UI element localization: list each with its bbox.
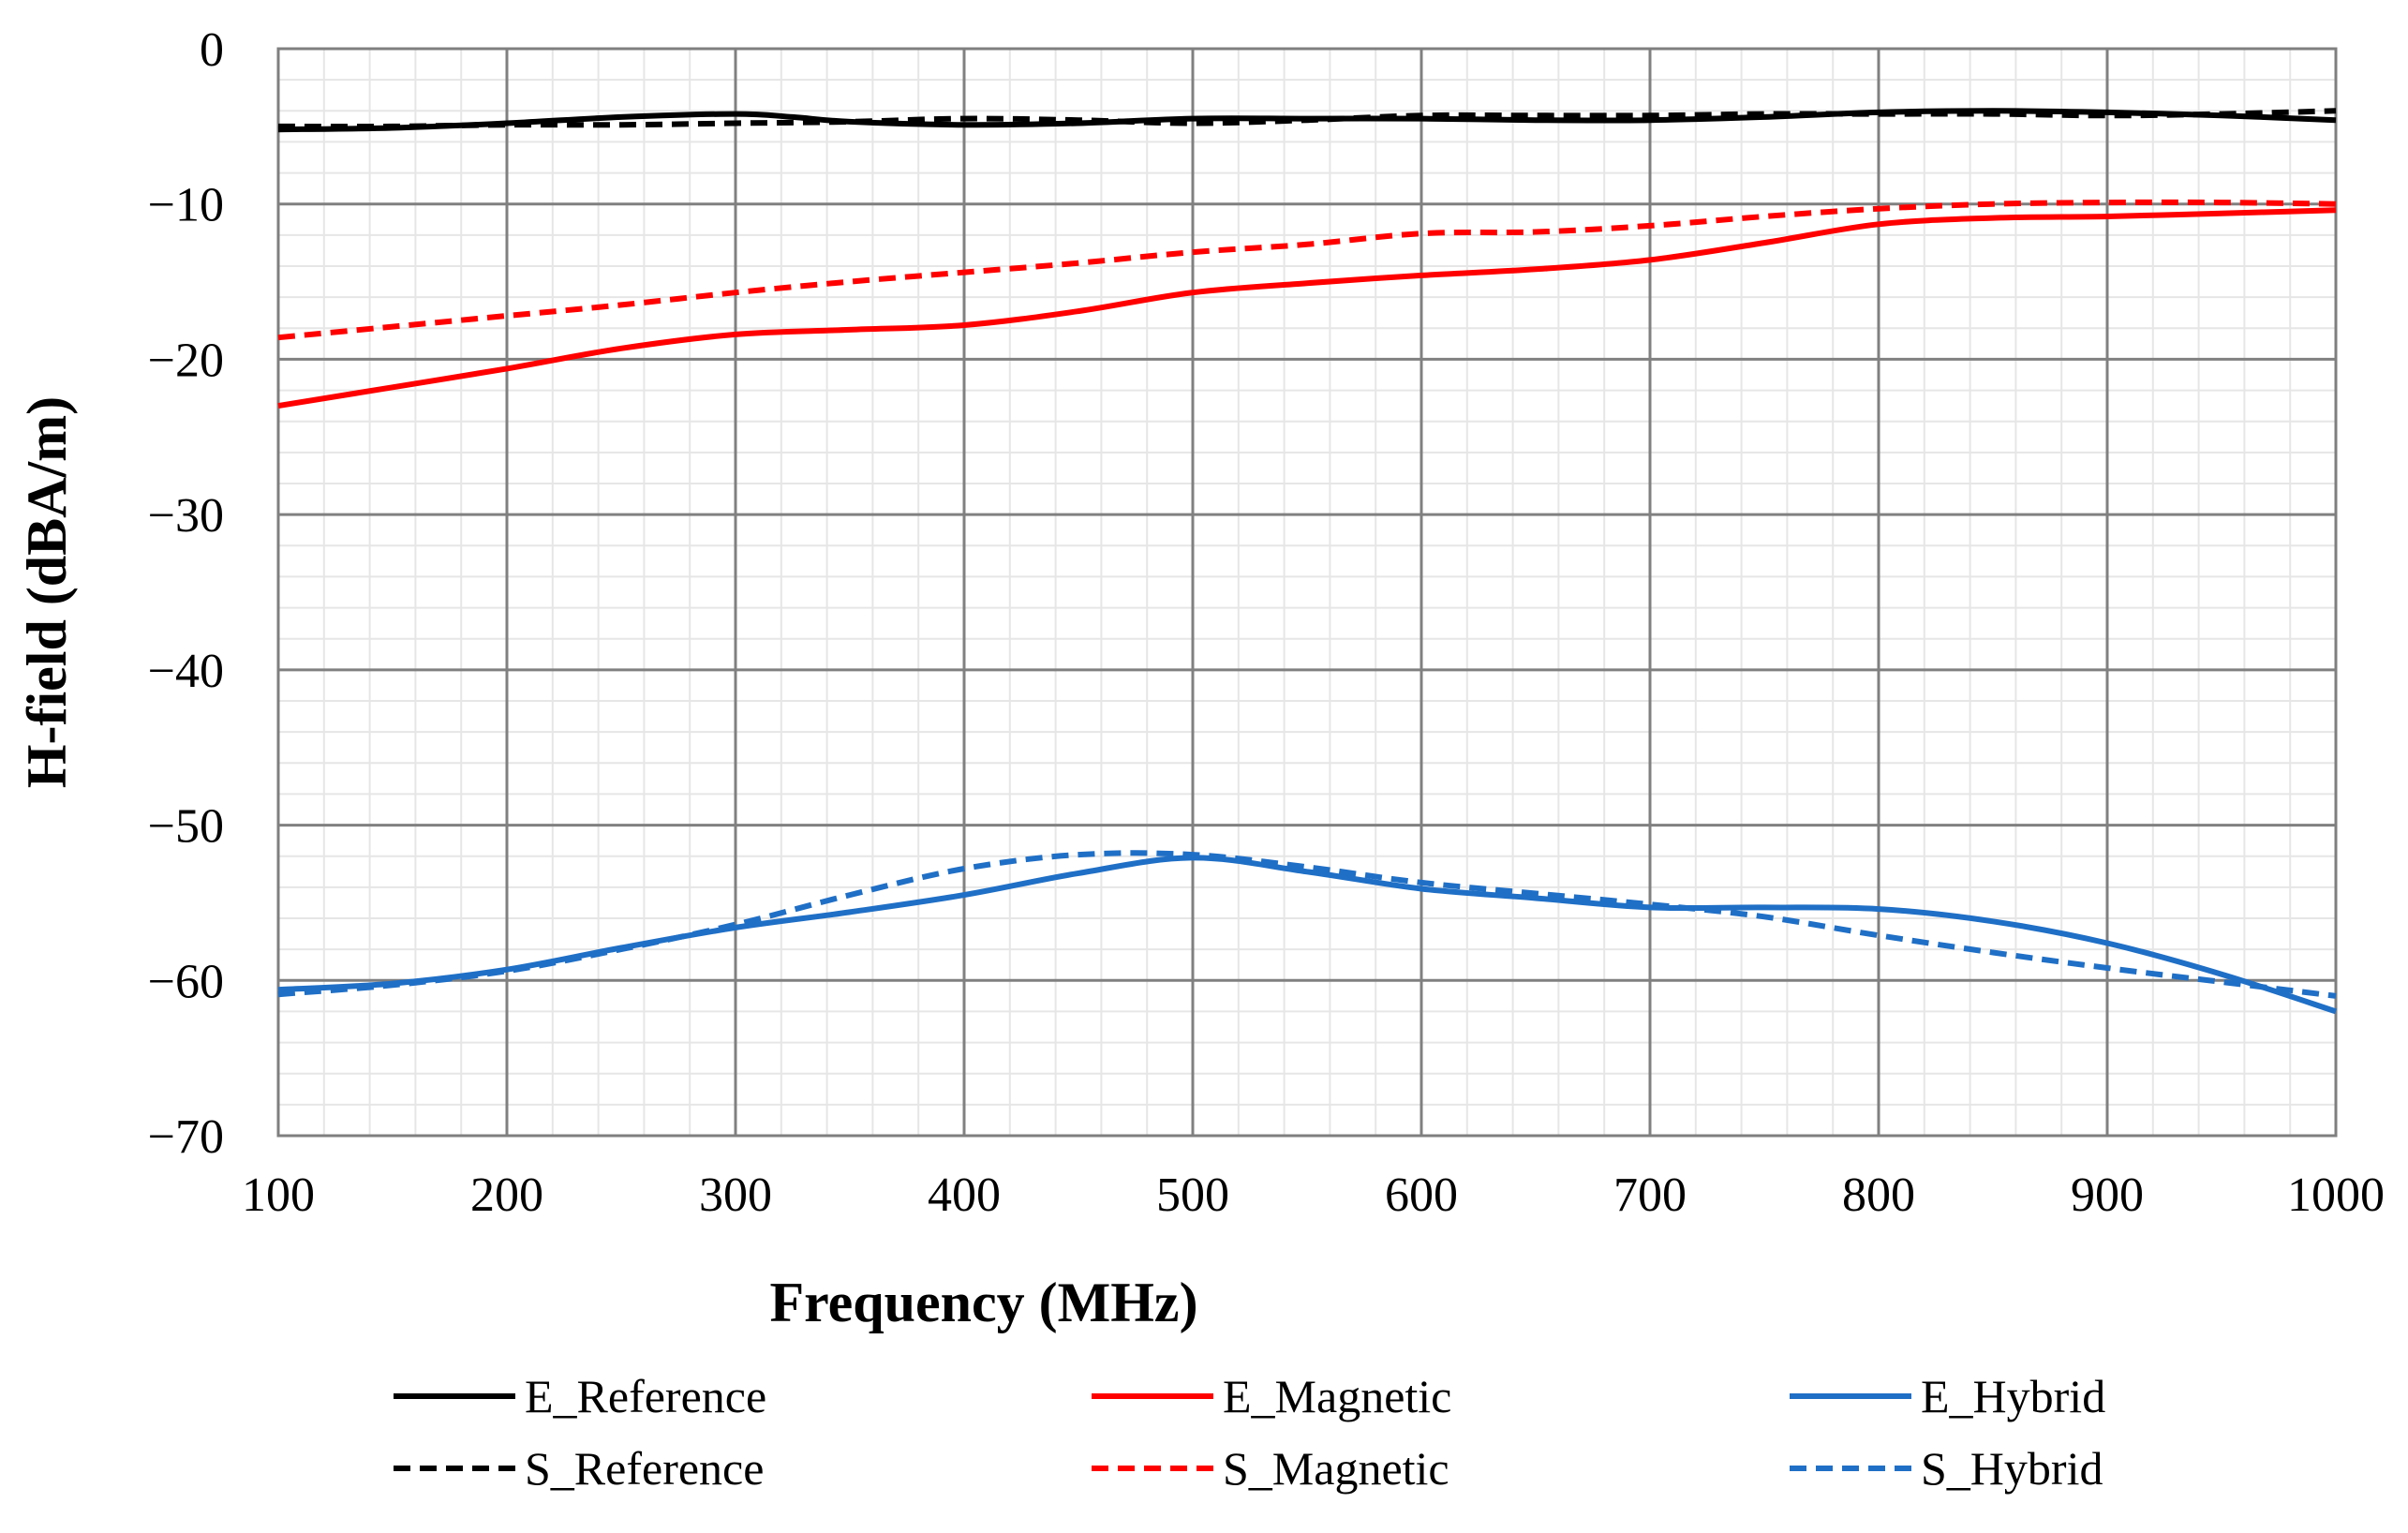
x-tick-label: 900 [2071,1168,2144,1222]
x-tick-label: 400 [928,1168,1001,1222]
y-tick-label: −40 [148,645,224,698]
plot-area [278,49,2336,1136]
y-tick-label: −30 [148,489,224,543]
legend-label-s-hybrid: S_Hybrid [1921,1442,2103,1495]
legend-label-s-magnetic: S_Magnetic [1223,1442,1449,1495]
plot-frame [276,47,2338,1138]
series-line-s-hybrid [277,850,2337,999]
series-line-s-reference [277,108,2337,129]
x-tick-label: 700 [1613,1168,1687,1222]
x-tick-label: 1000 [2287,1168,2385,1222]
legend-label-e-magnetic: E_Magnetic [1223,1370,1451,1422]
y-tick-label: −60 [148,955,224,1008]
y-tick-label: −20 [148,334,224,387]
legend-label-e-reference: E_Reference [525,1370,766,1422]
y-tick-label: −70 [148,1110,224,1164]
series-layer [277,108,2337,1015]
x-tick-label: 800 [1842,1168,1915,1222]
x-axis-title: Frequency (MHz) [769,1272,1197,1333]
legend: E_Reference E_Magnetic E_Hybrid S_Reference… [394,1370,2105,1495]
x-tick-labels: 100 200 300 400 500 600 700 800 900 1000 [242,1168,2385,1222]
y-tick-label: −10 [148,179,224,232]
x-tick-label: 300 [699,1168,772,1222]
legend-label-e-hybrid: E_Hybrid [1921,1370,2105,1422]
series-line-s-magnetic [277,199,2337,341]
y-axis-title: H-field (dBA/m) [16,396,78,788]
x-tick-label: 100 [242,1168,315,1222]
x-tick-label: 500 [1156,1168,1229,1222]
x-tick-label: 200 [470,1168,543,1222]
x-tick-label: 600 [1385,1168,1458,1222]
y-tick-labels: 0 −10 −20 −30 −40 −50 −60 −70 [148,23,224,1164]
y-tick-label: −50 [148,800,224,854]
y-tick-label: 0 [200,23,224,77]
series-line-e-magnetic [277,207,2337,409]
legend-label-s-reference: S_Reference [525,1442,764,1495]
